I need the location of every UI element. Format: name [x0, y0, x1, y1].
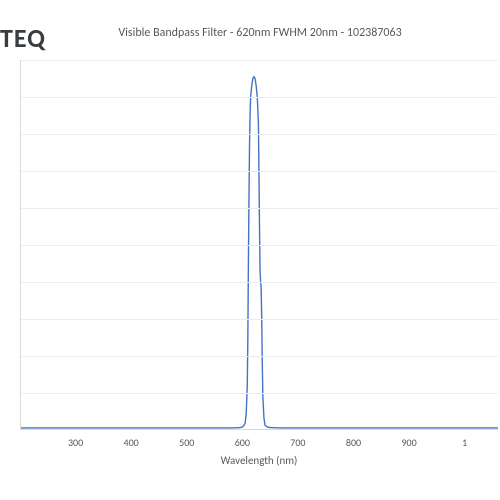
x-tick-label: 500: [179, 436, 194, 449]
grid-line: [21, 134, 498, 135]
plot-area: [20, 60, 498, 430]
x-tick-label: 1: [462, 436, 467, 449]
x-tick-label: 900: [401, 436, 416, 449]
grid-line: [21, 208, 498, 209]
grid-line: [21, 356, 498, 357]
grid-line: [21, 60, 498, 61]
chart-title: Visible Bandpass Filter - 620nm FWHM 20n…: [118, 26, 401, 40]
x-tick-label: 700: [290, 436, 305, 449]
x-tick-label: 600: [235, 436, 250, 449]
grid-line: [21, 393, 498, 394]
grid-line: [21, 245, 498, 246]
grid-line: [21, 319, 498, 320]
x-tick-label: 800: [346, 436, 361, 449]
x-tick-label: 400: [124, 436, 139, 449]
grid-line: [21, 171, 498, 172]
grid-line: [21, 282, 498, 283]
x-tick-label: 300: [68, 436, 83, 449]
brand-logo: TEQ: [0, 22, 46, 54]
x-axis-label: Wavelength (nm): [221, 454, 298, 467]
grid-line: [21, 97, 498, 98]
